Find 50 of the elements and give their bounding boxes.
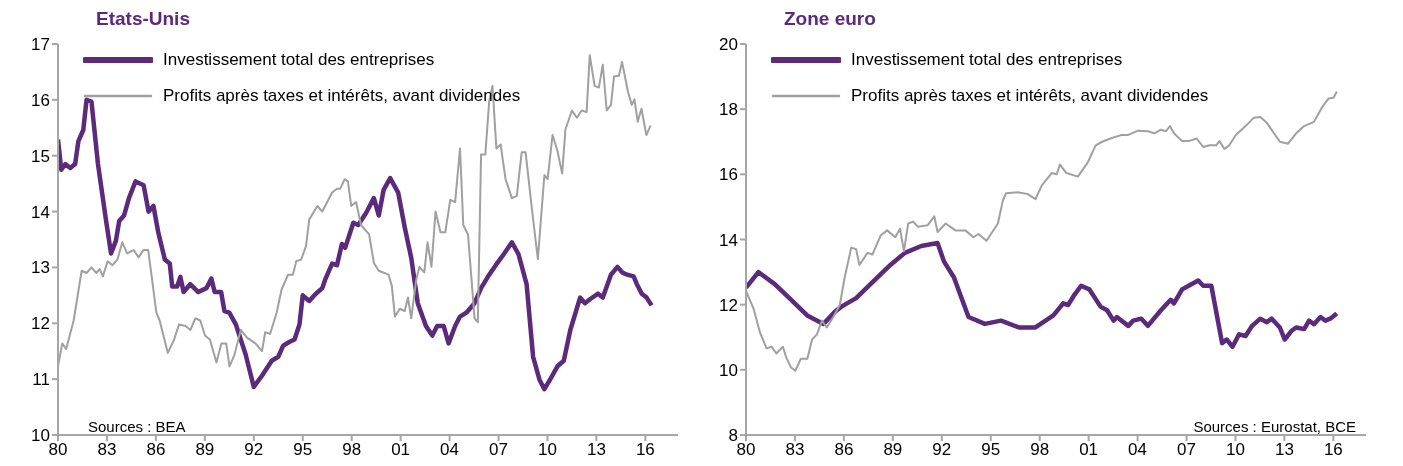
x-tick-label: 83 xyxy=(785,440,805,460)
y-tick-label: 11 xyxy=(32,370,50,390)
x-tick-label: 04 xyxy=(1128,440,1148,460)
x-tick-label: 92 xyxy=(932,440,952,460)
y-tick-label: 13 xyxy=(31,258,50,278)
y-tick-label: 10 xyxy=(31,426,50,446)
x-tick-label: 04 xyxy=(440,440,460,460)
x-tick-label: 98 xyxy=(342,440,362,460)
y-tick-label: 14 xyxy=(31,202,50,222)
chart-title: Etats-Unis xyxy=(95,8,191,31)
x-tick-label: 13 xyxy=(586,440,606,460)
y-tick-label: 16 xyxy=(719,165,738,185)
x-tick-label: 01 xyxy=(391,440,411,460)
y-tick-label: 12 xyxy=(719,295,738,315)
x-tick-label: 10 xyxy=(1226,440,1245,460)
x-tick-label: 80 xyxy=(736,440,756,460)
y-tick-label: 10 xyxy=(719,360,738,380)
legend-label: Investissement total des entreprises xyxy=(163,50,435,70)
x-tick-label: 86 xyxy=(834,440,854,460)
y-tick-label: 17 xyxy=(31,35,50,55)
annotation: Sources : Eurostat, BCE xyxy=(1193,418,1356,435)
x-tick-label: 83 xyxy=(97,440,117,460)
x-tick-label: 10 xyxy=(538,440,557,460)
y-tick-label: 12 xyxy=(31,314,50,334)
line-series xyxy=(746,240,1340,349)
x-tick-label: 80 xyxy=(48,440,68,460)
x-tick-label: 89 xyxy=(883,440,903,460)
y-tick-label: 20 xyxy=(719,35,738,55)
x-tick-label: 92 xyxy=(244,440,264,460)
annotation: Sources : BEA xyxy=(88,418,186,435)
x-tick-label: 98 xyxy=(1030,440,1050,460)
legend-label: Investissement total des entreprises xyxy=(851,50,1123,70)
y-tick-label: 8 xyxy=(728,426,738,446)
x-tick-label: 07 xyxy=(489,440,508,460)
chart-title: Zone euro xyxy=(783,8,877,31)
legend-label: Profits après taxes et intérêts, avant dividendes xyxy=(163,86,521,106)
y-tick-label: 18 xyxy=(719,100,738,120)
x-tick-label: 07 xyxy=(1177,440,1196,460)
x-tick-label: 16 xyxy=(1323,440,1343,460)
y-tick-label: 16 xyxy=(31,90,50,110)
x-tick-label: 95 xyxy=(981,440,1001,460)
x-tick-label: 13 xyxy=(1274,440,1294,460)
x-tick-label: 86 xyxy=(146,440,166,460)
x-tick-label: 95 xyxy=(293,440,313,460)
x-tick-label: 16 xyxy=(635,440,655,460)
x-tick-label: 01 xyxy=(1079,440,1099,460)
legend-label: Profits après taxes et intérêts, avant dividendes xyxy=(851,86,1209,106)
y-tick-label: 15 xyxy=(31,146,50,166)
x-tick-label: 89 xyxy=(195,440,215,460)
y-tick-label: 14 xyxy=(719,230,738,250)
